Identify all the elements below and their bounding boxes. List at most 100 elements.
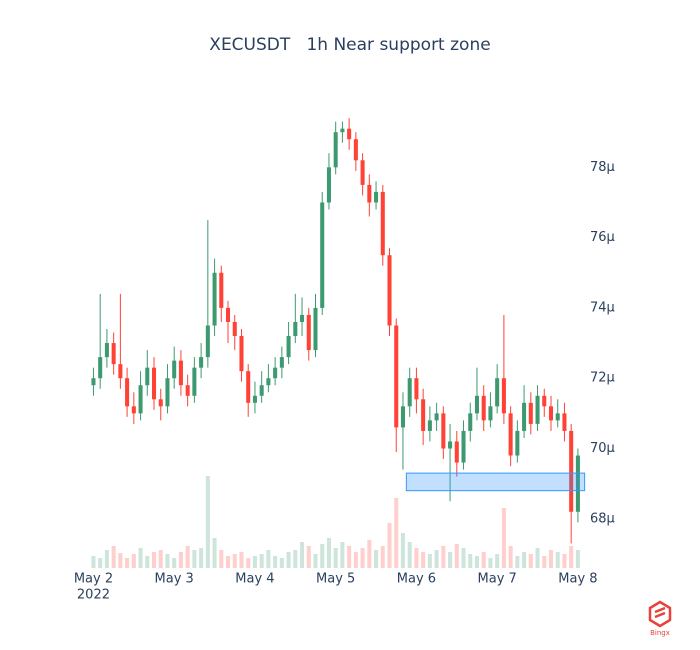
logo [648, 600, 672, 628]
x-tick-label: May 5 [316, 572, 355, 587]
volume-bar [515, 556, 520, 568]
candle-body [400, 406, 405, 428]
candle-body [394, 325, 399, 428]
candle-body [91, 378, 96, 386]
volume-bar [104, 550, 109, 568]
volume-bar [98, 558, 103, 568]
candle-body [151, 367, 157, 400]
candle-body [434, 413, 439, 421]
candle-body [340, 128, 345, 133]
x-tick-label: May 4 [235, 572, 274, 587]
candle-body [111, 343, 116, 365]
watermark: Bingx [650, 629, 670, 637]
candle-body [448, 441, 453, 449]
candle-body [172, 360, 177, 379]
volume-bar [340, 542, 345, 568]
volume-bar [569, 546, 574, 568]
volume-bar [313, 554, 318, 568]
candle-body [178, 360, 183, 386]
volume-bar [542, 556, 547, 568]
x-tick-label: May 6 [397, 572, 436, 587]
candle-body [360, 160, 365, 185]
volume-bar [474, 556, 479, 568]
candle-body [407, 378, 412, 407]
candle-body [300, 314, 305, 322]
volume-bar [232, 554, 237, 568]
candle-body [252, 395, 257, 403]
y-tick-label: 76μ [590, 230, 615, 245]
volume-bar [118, 553, 123, 568]
volume-bar [145, 556, 150, 568]
candle-body [185, 385, 190, 396]
candle-body [535, 395, 540, 424]
volume-bar [279, 558, 284, 568]
volume-bar [333, 548, 338, 568]
candle-body [515, 430, 520, 456]
candle-body [474, 395, 479, 414]
y-tick-label: 68μ [590, 511, 615, 526]
candle-body [212, 272, 217, 326]
candle-body [199, 357, 204, 368]
volume-bar [468, 554, 473, 568]
volume-bar [165, 554, 170, 568]
volume-bar [158, 550, 163, 568]
candle-body [542, 395, 547, 407]
volume-bar [252, 556, 257, 568]
candle-body [98, 357, 103, 379]
volume-bar [548, 550, 554, 568]
candle-body [555, 413, 560, 421]
volume-bar [488, 558, 493, 568]
candle-body [387, 255, 392, 326]
volume-bar [286, 552, 291, 568]
volume-bar [199, 548, 204, 568]
volume-bar [448, 552, 453, 568]
y-tick-label: 78μ [590, 160, 615, 175]
volume-bar [360, 548, 365, 568]
y-tick-label: 74μ [590, 300, 615, 315]
volume-bar [535, 548, 540, 568]
candle-body [374, 191, 379, 203]
volume-bar [481, 552, 486, 568]
candle-body [427, 420, 432, 431]
volume-bar [501, 508, 506, 568]
volume-bar [246, 558, 251, 568]
candle-body [118, 364, 123, 379]
volume-bar [414, 548, 419, 568]
volume-bar [300, 542, 305, 568]
volume-bar [434, 550, 439, 568]
candle-body [131, 406, 136, 414]
candle-body [326, 167, 331, 203]
candle-body [259, 385, 264, 396]
candle-body [293, 321, 298, 337]
candle-body [320, 202, 325, 308]
candle-body [575, 455, 580, 512]
candle-body [239, 336, 244, 372]
volume-bar [575, 550, 580, 568]
candle-body [441, 413, 446, 449]
candle-body [454, 441, 459, 463]
candle-body [145, 367, 150, 386]
candle-body [562, 413, 567, 431]
candle-body [421, 399, 426, 431]
candle-body [205, 325, 210, 358]
candle-body [522, 402, 527, 431]
candle-body [468, 413, 473, 431]
volume-bar [239, 552, 244, 568]
volume-bar [125, 558, 130, 568]
candle-body [367, 184, 372, 203]
candle-body [306, 314, 311, 351]
candle-body [219, 272, 224, 308]
volume-bar [562, 554, 567, 568]
candle-body [286, 336, 291, 358]
volume-bar [320, 544, 325, 568]
candle-body [508, 413, 513, 456]
volume-bar [508, 546, 513, 568]
volume-bar [353, 552, 358, 568]
candle-body [488, 406, 493, 421]
volume-bar [555, 552, 560, 568]
candle-body [414, 378, 419, 400]
candle-body [273, 367, 278, 379]
volume-bar [91, 556, 96, 568]
volume-bar [400, 533, 405, 568]
volume-bar [178, 552, 183, 568]
